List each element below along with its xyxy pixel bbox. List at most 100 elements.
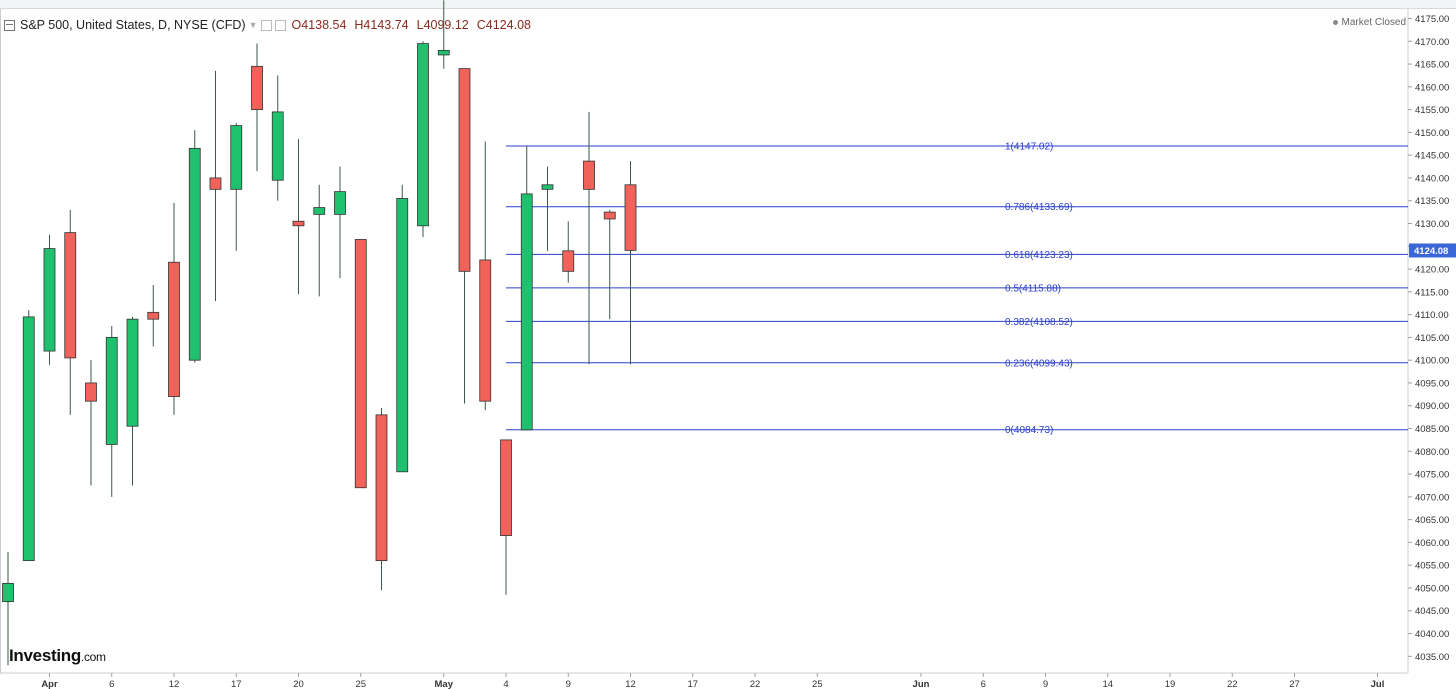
x-tick-label: 12 [625, 679, 636, 689]
candle-body [479, 259, 492, 402]
y-tick-label: 4075.00 [1415, 470, 1449, 481]
candle-body [334, 191, 346, 215]
y-tick-label: 4115.00 [1415, 287, 1449, 298]
candle-body [396, 198, 409, 473]
market-status: Market Closed [1332, 17, 1406, 28]
y-tick-label: 4140.00 [1415, 173, 1449, 184]
x-tick-label: 4 [503, 679, 508, 689]
y-tick-label: 4035.00 [1415, 652, 1449, 663]
settings-icon[interactable] [261, 19, 273, 31]
candle-body [126, 318, 139, 427]
candle-body [292, 220, 305, 227]
candle-body [105, 336, 118, 445]
open-value: O4138.54 [291, 18, 347, 32]
x-tick-label: 17 [231, 679, 242, 689]
x-tick-label: Apr [41, 679, 58, 689]
y-tick-label: 4050.00 [1415, 583, 1449, 594]
y-tick-label: 4165.00 [1415, 60, 1449, 71]
candle-body [562, 250, 575, 272]
low-value: L4099.12 [416, 18, 469, 32]
y-tick-label: 4170.00 [1415, 37, 1449, 48]
y-tick-label: 4080.00 [1415, 447, 1449, 458]
candle-body [437, 49, 450, 56]
fib-level-label: 0.5(4115.88) [1005, 283, 1061, 294]
chevron-down-icon[interactable]: ▼ [248, 20, 258, 30]
current-price-tag [1409, 243, 1456, 258]
current-price-label: 4124.08 [1414, 246, 1448, 257]
y-tick-label: 4175.00 [1415, 14, 1449, 25]
y-tick-label: 4100.00 [1415, 356, 1449, 367]
candle-body [313, 207, 326, 215]
candle-body [251, 65, 263, 111]
x-tick-label: May [435, 679, 454, 689]
y-tick-label: 4055.00 [1415, 561, 1449, 572]
y-tick-label: 4120.00 [1415, 265, 1449, 276]
candle-body [271, 111, 284, 181]
fib-level-label: 0.382(4108.52) [1005, 317, 1073, 328]
candle-body [230, 125, 243, 190]
y-tick-label: 4070.00 [1415, 492, 1449, 503]
y-tick-label: 4160.00 [1415, 82, 1449, 93]
x-tick-label: 17 [687, 679, 698, 689]
fib-level-label: 0(4084.73) [1005, 425, 1053, 436]
y-tick-label: 4095.00 [1415, 378, 1449, 389]
candle-body [583, 160, 595, 190]
y-tick-label: 4155.00 [1415, 105, 1449, 116]
x-tick-label: 22 [1227, 679, 1238, 689]
candle-body [541, 184, 554, 190]
y-tick-label: 4135.00 [1415, 196, 1449, 207]
candle-body [603, 211, 616, 220]
x-tick-label: 6 [981, 679, 986, 689]
y-tick-label: 4130.00 [1415, 219, 1449, 230]
candle-body [500, 439, 512, 536]
candle-body [375, 414, 388, 562]
y-tick-label: 4145.00 [1415, 151, 1449, 162]
investing-logo: Investing.com [9, 646, 106, 666]
x-tick-label: 22 [750, 679, 761, 689]
candle-body [168, 261, 180, 398]
x-tick-label: 27 [1289, 679, 1300, 689]
y-tick-label: 4045.00 [1415, 606, 1449, 617]
x-tick-label: 6 [109, 679, 114, 689]
logo-suffix: .com [80, 650, 106, 664]
x-tick-label: 20 [293, 679, 304, 689]
y-tick-label: 4105.00 [1415, 333, 1449, 344]
fib-level-label: 0.618(4123.23) [1005, 250, 1073, 261]
x-tick-label: 19 [1165, 679, 1176, 689]
y-tick-label: 4150.00 [1415, 128, 1449, 139]
candle-body [624, 184, 637, 251]
collapse-icon[interactable] [4, 19, 15, 31]
y-tick-label: 4065.00 [1415, 515, 1449, 526]
y-tick-label: 4085.00 [1415, 424, 1449, 435]
candle-body [209, 177, 222, 190]
candle-body [64, 232, 77, 359]
candle-body [458, 68, 471, 272]
y-tick-label: 4060.00 [1415, 538, 1449, 549]
x-tick-label: Jun [913, 679, 930, 689]
x-tick-label: 14 [1102, 679, 1113, 689]
remove-icon[interactable] [275, 19, 287, 31]
candle-body [43, 248, 56, 352]
x-tick-label: 9 [1043, 679, 1048, 689]
status-dot-icon [1332, 20, 1338, 25]
candle-body [188, 147, 201, 361]
candle-body [354, 239, 367, 489]
fib-level-label: 0.236(4099.43) [1005, 358, 1073, 369]
candle-body [520, 193, 533, 431]
x-tick-label: 25 [355, 679, 366, 689]
market-status-text: Market Closed [1341, 17, 1406, 28]
chart-header: S&P 500, United States, D, NYSE (CFD) ▼ … [4, 14, 537, 36]
candle-body [2, 583, 14, 603]
y-tick-label: 4040.00 [1415, 629, 1449, 640]
fib-level-label: 0.786(4133.69) [1005, 202, 1073, 213]
close-value: C4124.08 [476, 18, 531, 32]
y-tick-label: 4090.00 [1415, 401, 1449, 412]
candle-body [417, 43, 429, 227]
fib-level-label: 1(4147.02) [1005, 141, 1053, 152]
logo-main: Investing [9, 646, 81, 665]
x-tick-label: 9 [566, 679, 571, 689]
x-tick-label: Jul [1371, 679, 1385, 689]
high-value: H4143.74 [354, 18, 409, 32]
